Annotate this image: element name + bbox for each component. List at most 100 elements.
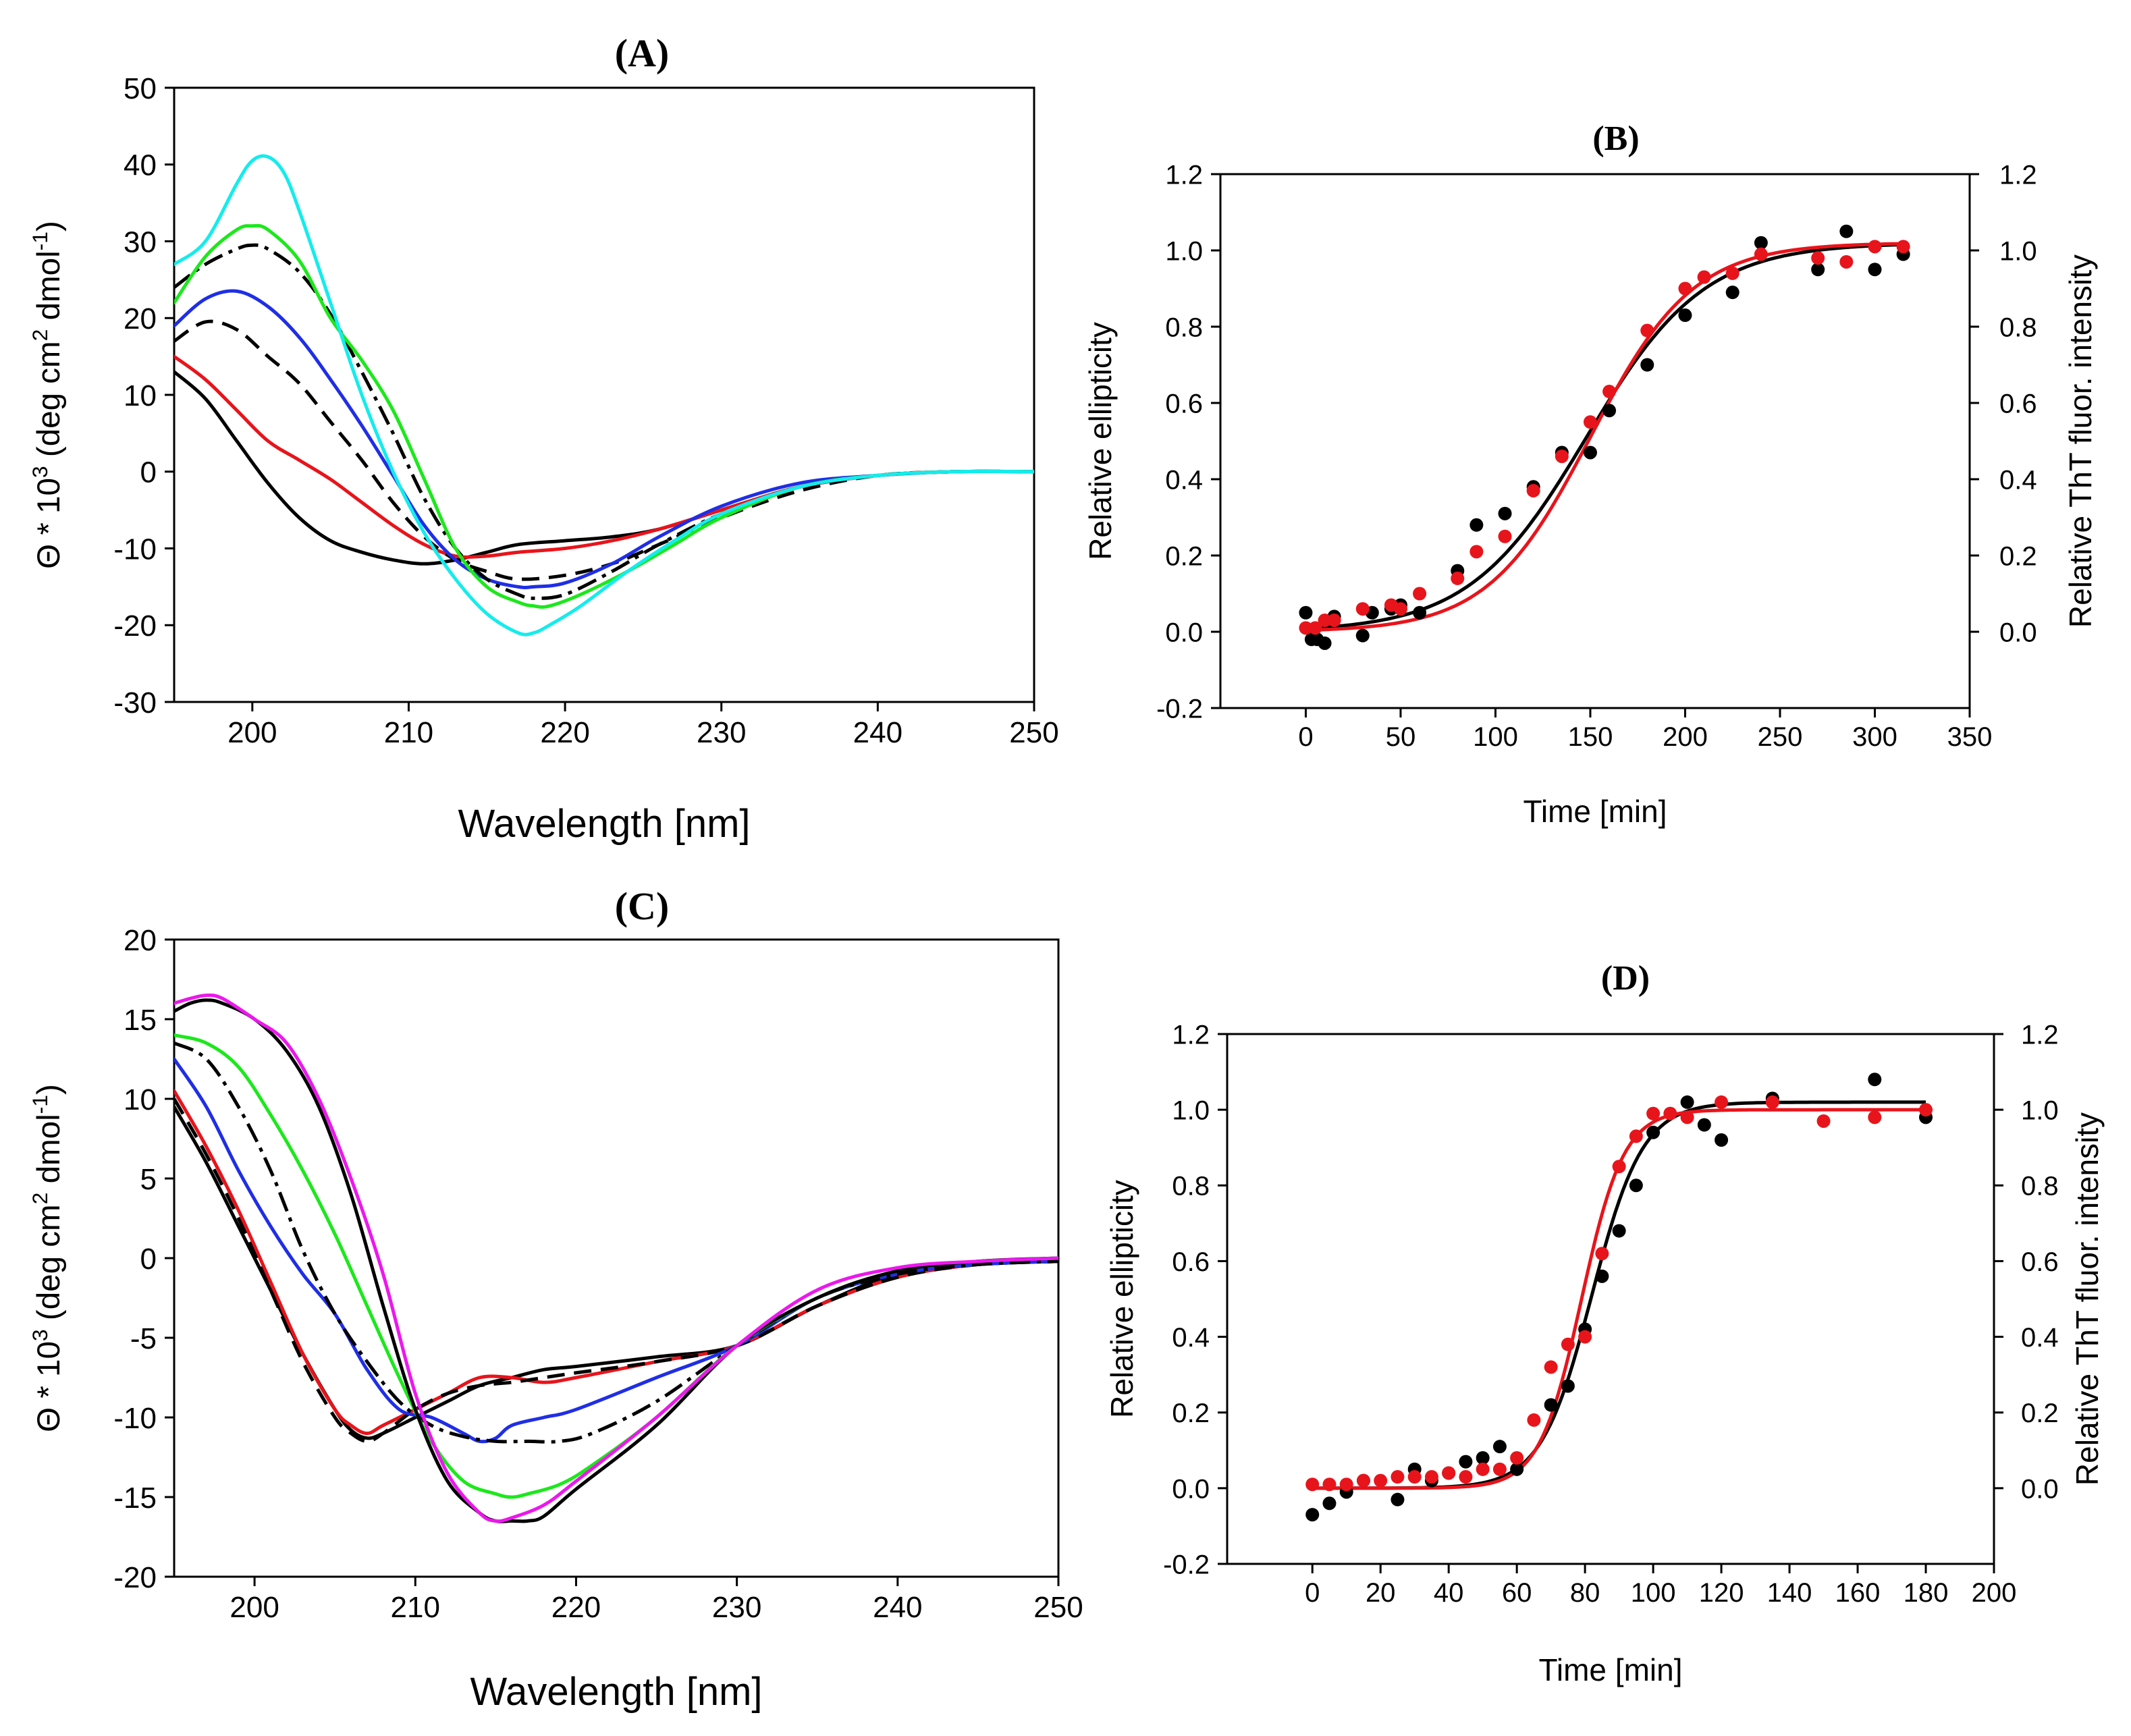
y-tick-label: 0.6 <box>1165 389 1203 418</box>
series-line-cyan <box>174 154 1034 636</box>
data-point-ellipticity <box>1492 1440 1507 1454</box>
x-tick-label: 240 <box>873 1591 922 1624</box>
y-tick-label: 0.4 <box>1165 465 1203 495</box>
y-axis-label-superscript: 3 <box>28 1329 52 1341</box>
y-axis-label-part: (deg cm <box>31 341 67 466</box>
data-point-ellipticity <box>1459 1455 1473 1469</box>
x-tick-label: 40 <box>1434 1578 1464 1608</box>
x-tick-label: 250 <box>1009 716 1058 749</box>
y-axis-label-superscript: 2 <box>28 1193 52 1205</box>
y-right-tick-label: 0.4 <box>2021 1323 2059 1353</box>
y-tick-label: -30 <box>113 686 157 720</box>
x-tick-label: 60 <box>1502 1578 1532 1608</box>
y-right-tick-label: 0.8 <box>2021 1172 2059 1201</box>
data-point-ellipticity <box>1355 628 1370 643</box>
x-tick-label: 210 <box>391 1591 440 1624</box>
fit-curve-red <box>1305 242 1904 632</box>
y-axis-label: Relative ellipticity <box>1083 322 1118 560</box>
x-tick-label: 150 <box>1568 722 1613 752</box>
x-tick-label: 120 <box>1699 1578 1744 1608</box>
y-tick-label: 1.2 <box>1165 160 1203 190</box>
data-point-ThT-fluorescence <box>1583 415 1597 429</box>
data-point-ThT-fluorescence <box>1868 240 1882 254</box>
series-line-black-dashed <box>174 1097 1058 1443</box>
y-axis-label-superscript: 2 <box>28 329 52 342</box>
y-axis-label-part: dmol <box>31 250 67 329</box>
data-point-ThT-fluorescence <box>1680 1110 1694 1124</box>
y-axis-label-superscript: -1 <box>28 1095 52 1114</box>
data-point-ellipticity <box>1413 605 1427 620</box>
data-point-ellipticity <box>1754 236 1768 250</box>
data-point-ThT-fluorescence <box>1510 1451 1524 1465</box>
data-point-ellipticity <box>1697 1118 1711 1132</box>
x-tick-label: 240 <box>853 716 902 749</box>
x-axis-label: Time [min] <box>1539 1652 1683 1687</box>
data-point-ThT-fluorescence <box>1308 621 1322 635</box>
data-point-ThT-fluorescence <box>1459 1470 1473 1484</box>
plot-area <box>174 154 1034 636</box>
data-point-ThT-fluorescence <box>1469 545 1484 559</box>
x-tick-label: 100 <box>1631 1578 1676 1608</box>
plot-area <box>1299 224 1910 650</box>
y-axis-label-part: Θ * 10 <box>31 1341 67 1432</box>
panel-B: (B) 0 50 100 150 200 250 300 350 -0.2 0.0 0.2 0.4 0.6… <box>1083 119 2098 829</box>
data-point-ThT-fluorescence <box>1602 385 1617 399</box>
y-tick-label: -20 <box>113 609 157 643</box>
y-right-tick-label: 0.0 <box>2021 1474 2059 1504</box>
data-point-ellipticity <box>1510 1462 1524 1476</box>
data-point-ellipticity <box>1391 1492 1405 1507</box>
y-tick-label: 1.0 <box>1172 1096 1210 1126</box>
y-tick-label: 0 <box>140 456 157 489</box>
data-point-ellipticity <box>1646 1125 1661 1139</box>
y-tick-label: 40 <box>124 149 157 182</box>
data-point-ThT-fluorescence <box>1339 1477 1353 1492</box>
y-tick-label: 1.0 <box>1165 236 1203 266</box>
data-point-ThT-fluorescence <box>1811 251 1825 265</box>
data-point-ellipticity <box>1612 1224 1626 1238</box>
data-point-ThT-fluorescence <box>1327 614 1341 628</box>
data-point-ThT-fluorescence <box>1612 1160 1626 1174</box>
data-point-ellipticity <box>1629 1178 1643 1193</box>
data-point-ThT-fluorescence <box>1393 602 1407 616</box>
data-point-ellipticity <box>1561 1379 1575 1393</box>
x-tick-label: 300 <box>1852 722 1897 752</box>
data-point-ThT-fluorescence <box>1839 254 1854 269</box>
y-tick-label: 20 <box>124 924 157 957</box>
y-axis-label-superscript: 3 <box>28 466 52 478</box>
y-right-axis-label: Relative ThT fluor. intensity <box>2070 1112 2105 1486</box>
data-point-ThT-fluorescence <box>1407 1470 1422 1484</box>
data-point-ellipticity <box>1544 1398 1558 1412</box>
x-tick-label: 210 <box>384 716 433 749</box>
data-point-ellipticity <box>1602 404 1617 418</box>
x-tick-label: 0 <box>1298 722 1313 752</box>
data-point-ThT-fluorescence <box>1678 281 1692 296</box>
x-tick-label: 0 <box>1305 1578 1320 1608</box>
series-line-blue <box>174 289 1034 589</box>
x-tick-label: 220 <box>551 1591 601 1624</box>
plot-frame <box>173 938 1060 1578</box>
x-axis-label: Wavelength [nm] <box>458 802 750 846</box>
data-point-ThT-fluorescence <box>1561 1337 1575 1351</box>
y-right-tick-label: 1.2 <box>2021 1020 2059 1050</box>
x-tick-label: 220 <box>540 716 589 749</box>
y-axis-label-part: dmol <box>31 1114 67 1192</box>
data-point-ThT-fluorescence <box>1816 1114 1831 1128</box>
data-point-ThT-fluorescence <box>1715 1095 1729 1109</box>
series-line-black-solid <box>174 370 1034 566</box>
y-right-tick-label: 0.8 <box>1999 313 2037 342</box>
data-point-ellipticity <box>1476 1451 1490 1465</box>
y-tick-label: -15 <box>113 1482 157 1515</box>
data-point-ellipticity <box>1305 1508 1320 1522</box>
data-point-ThT-fluorescence <box>1646 1106 1661 1120</box>
data-point-ThT-fluorescence <box>1299 621 1313 635</box>
data-point-ellipticity <box>1318 636 1332 650</box>
panel-title: (D) <box>1601 959 1650 998</box>
data-point-ellipticity <box>1678 308 1692 323</box>
data-point-ellipticity <box>1583 445 1597 460</box>
x-tick-label: 50 <box>1386 722 1416 752</box>
data-point-ThT-fluorescence <box>1754 247 1768 261</box>
data-point-ellipticity <box>1640 358 1654 372</box>
panel-title: (A) <box>615 31 670 75</box>
y-tick-label: 0.0 <box>1165 618 1203 647</box>
y-tick-label: 20 <box>124 302 157 335</box>
